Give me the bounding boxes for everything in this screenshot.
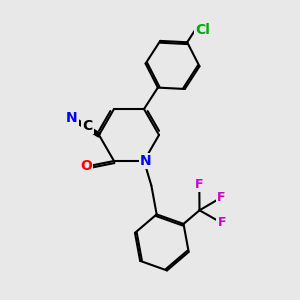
Text: C: C bbox=[82, 119, 93, 133]
Text: F: F bbox=[217, 191, 226, 204]
Text: N: N bbox=[66, 111, 77, 125]
Text: F: F bbox=[195, 178, 204, 191]
Text: F: F bbox=[218, 216, 226, 230]
Text: Cl: Cl bbox=[195, 23, 210, 37]
Text: N: N bbox=[140, 154, 151, 168]
Text: O: O bbox=[80, 159, 92, 173]
